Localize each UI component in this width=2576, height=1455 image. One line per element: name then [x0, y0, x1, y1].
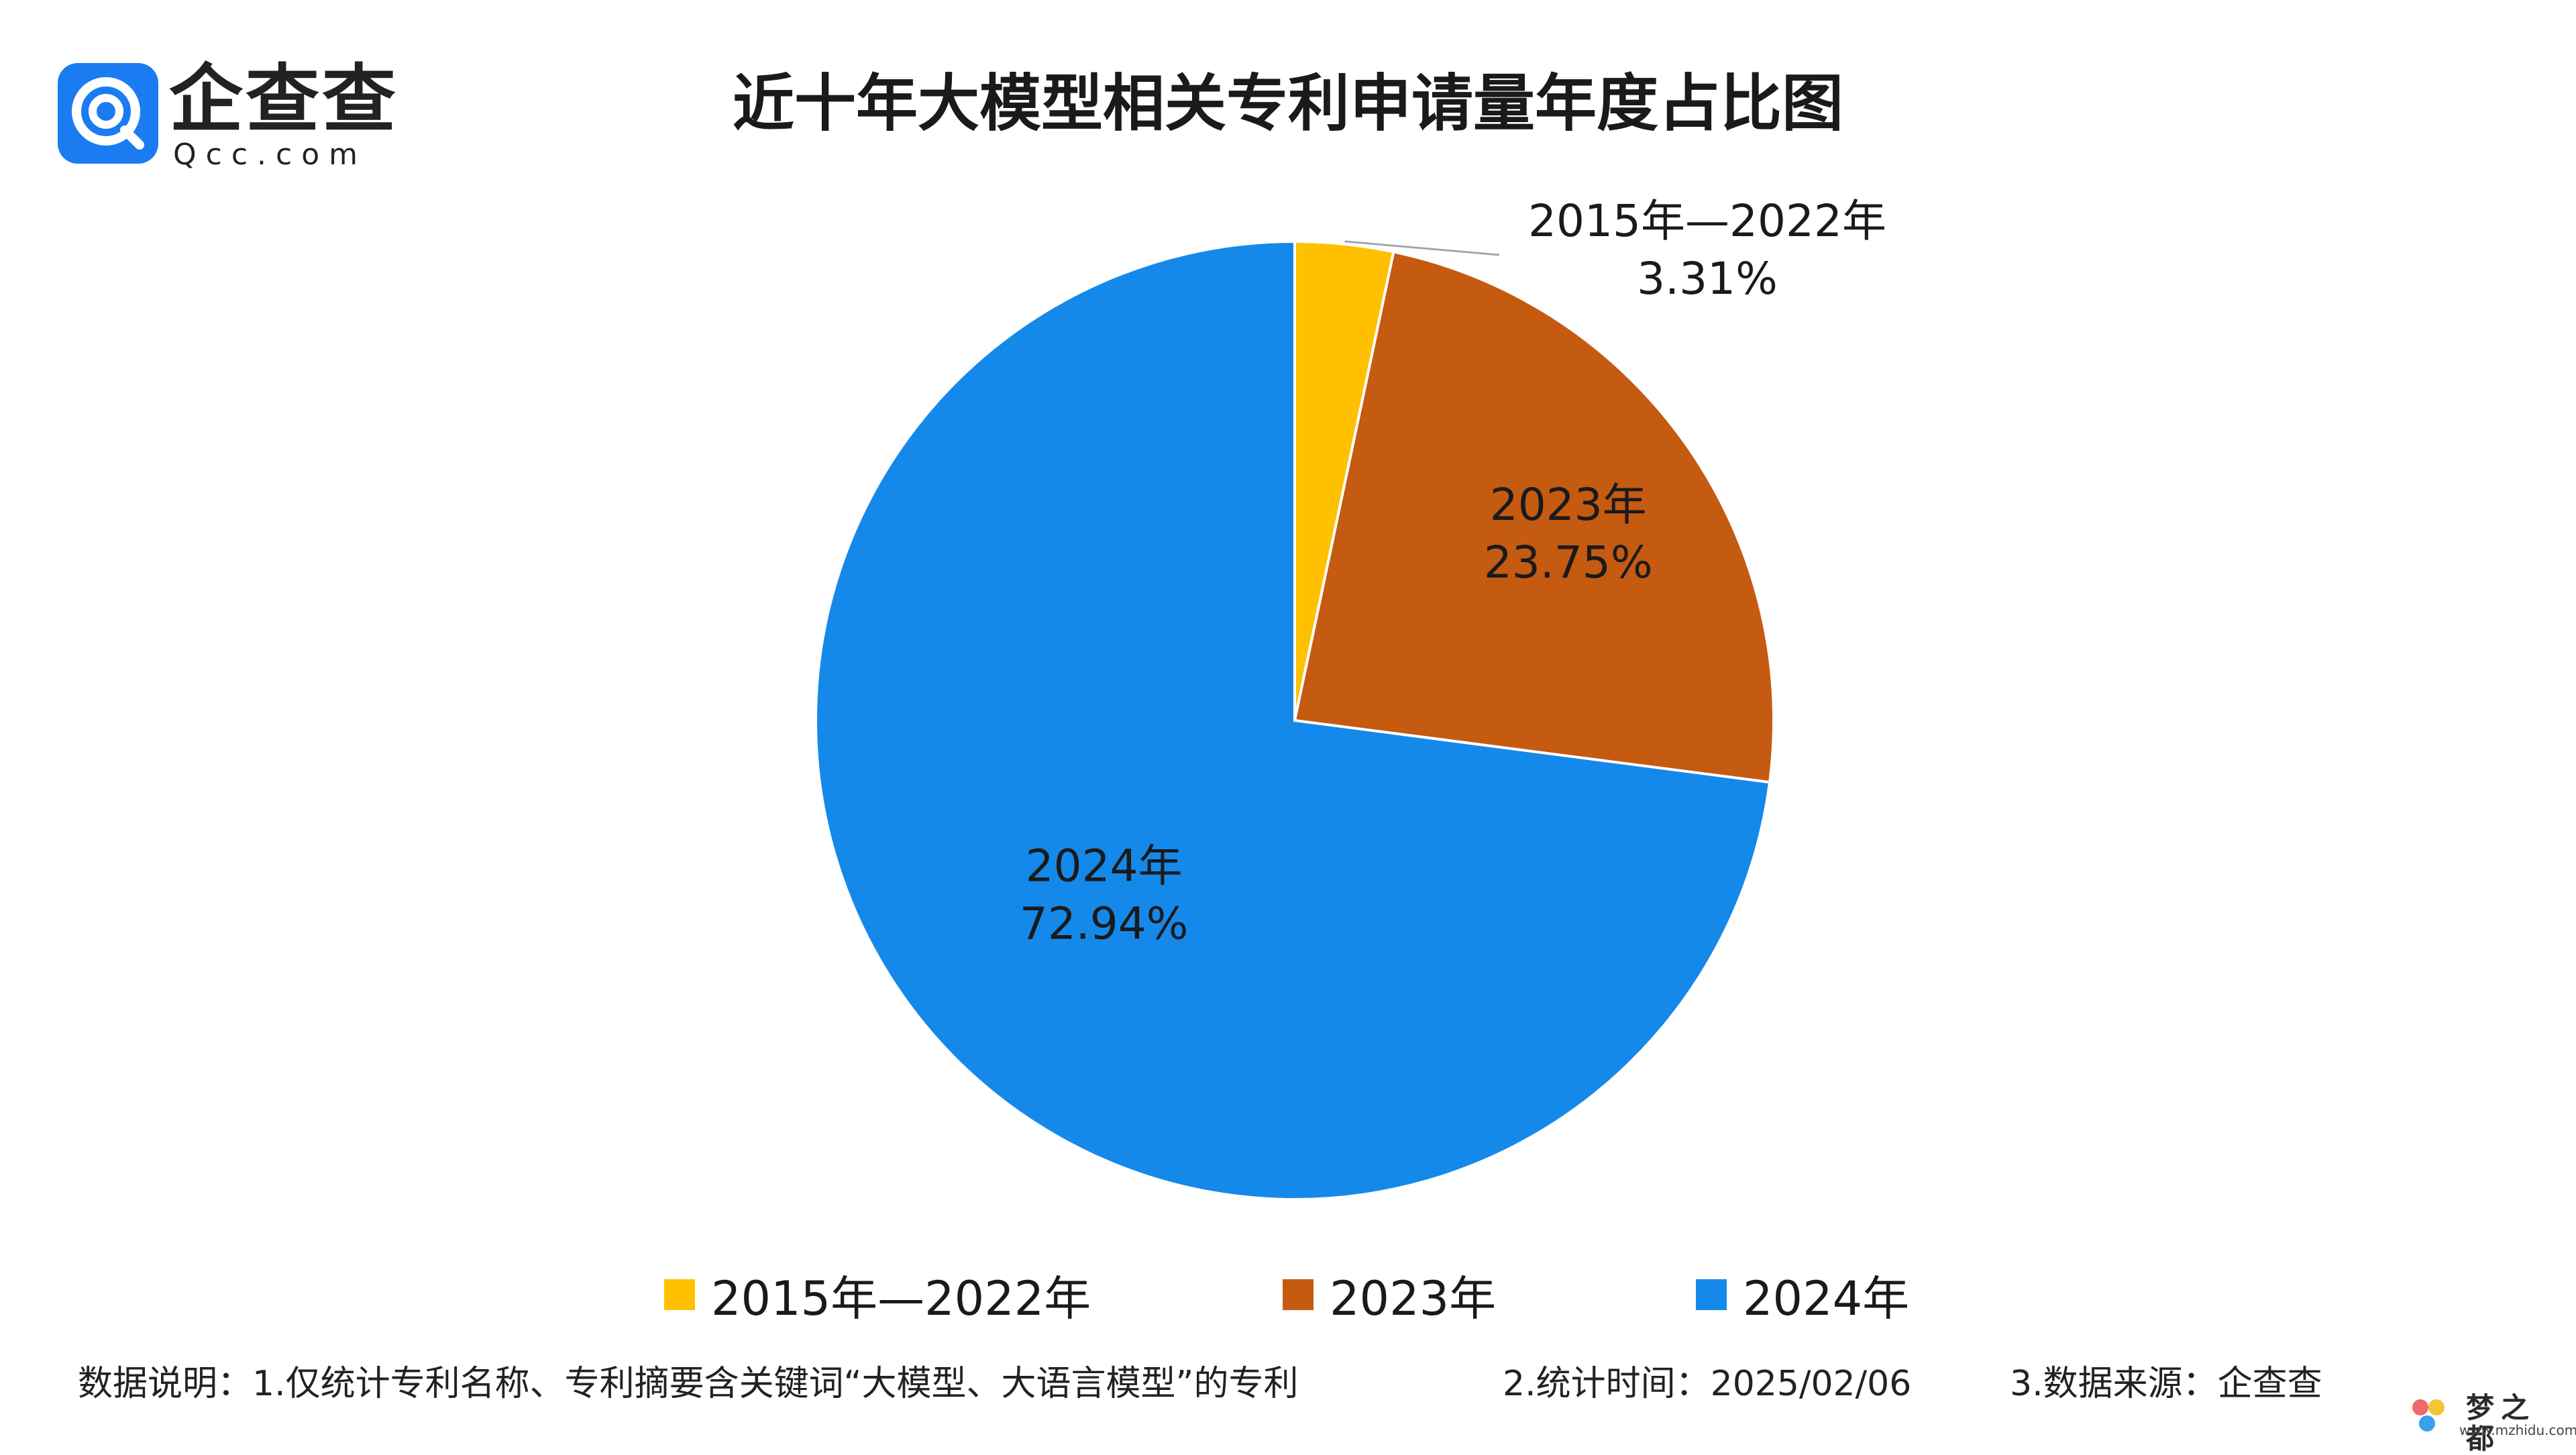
footnote-data-source: 3.数据来源：企查查 — [2010, 1364, 2322, 1404]
data-label-1: 2023年 23.75% — [1484, 479, 1653, 588]
data-label-0: 2015年—2022年 3.31% — [1528, 195, 1886, 305]
legend-label: 2023年 — [1330, 1271, 1497, 1326]
legend-item-2015-2022: 2015年—2022年 — [664, 1261, 1091, 1328]
footnote-data-description: 数据说明：1.仅统计专利名称、专利摘要含关键词“大模型、大语言模型”的专利 — [78, 1364, 1299, 1404]
footnote: 数据说明：1.仅统计专利名称、专利摘要含关键词“大模型、大语言模型”的专利 2.… — [78, 1355, 2493, 1404]
watermark: 梦之都 www.mzhidu.com — [2412, 1393, 2576, 1454]
logo-text: 企查查 — [169, 56, 398, 142]
legend-swatch — [1696, 1279, 1727, 1310]
data-label-category: 2023年 — [1490, 479, 1647, 531]
legend-swatch — [1283, 1279, 1313, 1310]
legend-swatch — [664, 1279, 695, 1310]
footnote-stat-time: 2.统计时间：2025/02/06 — [1503, 1364, 1912, 1404]
pie-slice-2 — [814, 239, 1772, 1201]
data-label-2: 2024年 72.94% — [1020, 841, 1189, 950]
logo-domain: Qcc.com — [173, 138, 367, 172]
data-label-category: 2024年 — [1026, 841, 1183, 892]
data-label-value: 23.75% — [1484, 537, 1653, 588]
data-label-value: 3.31% — [1637, 253, 1778, 305]
pie-slice-1 — [1293, 250, 1775, 784]
chart-legend: 2015年—2022年 2023年 2024年 — [0, 1261, 2576, 1328]
legend-label: 2015年—2022年 — [711, 1271, 1091, 1326]
leader-line — [1344, 240, 1500, 256]
data-label-value: 72.94% — [1020, 898, 1189, 950]
qcc-logo: 企查查 Qcc.com — [58, 56, 407, 172]
legend-item-2024: 2024年 — [1696, 1261, 1909, 1328]
legend-item-2023: 2023年 — [1283, 1261, 1496, 1328]
watermark-url: www.mzhidu.com — [2459, 1422, 2576, 1438]
data-label-category: 2015年—2022年 — [1528, 195, 1886, 247]
qcc-logo-icon — [58, 63, 158, 164]
legend-label: 2024年 — [1743, 1271, 1910, 1326]
chart-title: 近十年大模型相关专利申请量年度占比图 — [732, 68, 1843, 140]
